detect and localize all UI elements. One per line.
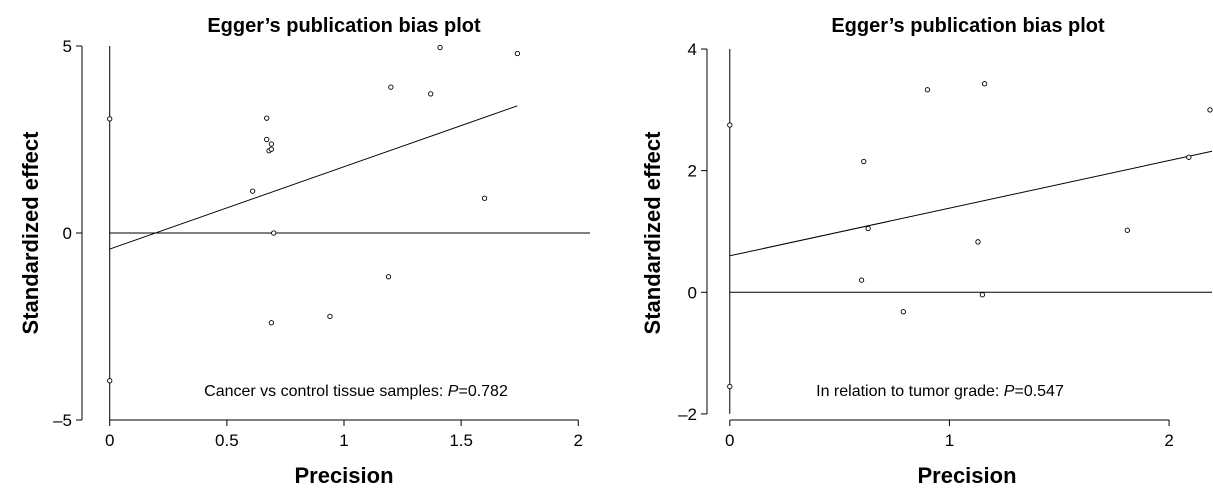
data-point <box>924 87 931 93</box>
x-tick-label: 0.5 <box>215 431 239 450</box>
y-axis-label: Standardized effect <box>18 131 43 335</box>
data-point <box>107 378 113 384</box>
data-point <box>727 122 733 128</box>
x-tick-label: 0 <box>105 431 114 450</box>
data-point <box>264 115 270 121</box>
data-point <box>249 188 256 194</box>
y-tick-label: 0 <box>688 283 697 302</box>
y-axis-label: Standardized effect <box>640 131 665 335</box>
data-point <box>858 277 865 283</box>
y-tick-label: 0 <box>63 224 72 243</box>
y-tick-label: –5 <box>53 411 72 430</box>
y-tick-label: –2 <box>678 405 697 424</box>
chart-panel-1: Egger’s publication bias plot –5 0 5 0 0.5 1 1.… <box>18 15 590 488</box>
data-point <box>271 230 277 236</box>
data-point <box>264 136 270 143</box>
x-tick-label: 0 <box>725 431 734 450</box>
chart-title: Egger’s publication bias plot <box>831 15 1105 37</box>
data-point <box>481 195 488 201</box>
data-point <box>979 292 986 298</box>
chart-title: Egger’s publication bias plot <box>207 15 481 37</box>
data-point <box>865 225 871 232</box>
p-value-annotation: In relation to tumor grade: P=0.547 <box>816 383 1064 400</box>
x-axis-label: Precision <box>294 463 393 488</box>
x-tick-label: 2 <box>1164 431 1173 450</box>
regression-line <box>109 105 518 250</box>
data-point <box>900 309 906 315</box>
data-point <box>437 44 443 51</box>
data-point <box>107 116 113 122</box>
data-point <box>861 158 867 165</box>
data-point <box>388 84 394 90</box>
data-point <box>514 50 521 57</box>
data-point <box>268 146 275 152</box>
y-tick-label: 2 <box>688 162 697 181</box>
chart-panel-2: Egger’s publication bias plot –2 0 2 4 0 1 2 Pre… <box>640 15 1213 488</box>
data-point <box>1207 107 1213 113</box>
x-axis-label: Precision <box>917 463 1016 488</box>
data-point <box>385 274 392 280</box>
y-tick-label: 4 <box>688 40 697 59</box>
x-tick-label: 1.5 <box>449 431 473 450</box>
data-point <box>327 313 333 320</box>
data-point <box>975 239 981 245</box>
data-point <box>1124 227 1130 233</box>
data-point <box>428 91 434 97</box>
data-point <box>727 383 733 390</box>
regression-line <box>729 150 1213 257</box>
data-point <box>268 320 275 326</box>
x-tick-label: 1 <box>339 431 348 450</box>
data-point <box>268 141 275 147</box>
p-value-annotation: Cancer vs control tissue samples: P=0.78… <box>204 383 508 400</box>
x-tick-label: 1 <box>945 431 954 450</box>
y-tick-label: 5 <box>63 37 72 56</box>
data-point <box>1186 154 1192 160</box>
x-tick-label: 2 <box>574 431 583 450</box>
data-point <box>981 81 988 87</box>
